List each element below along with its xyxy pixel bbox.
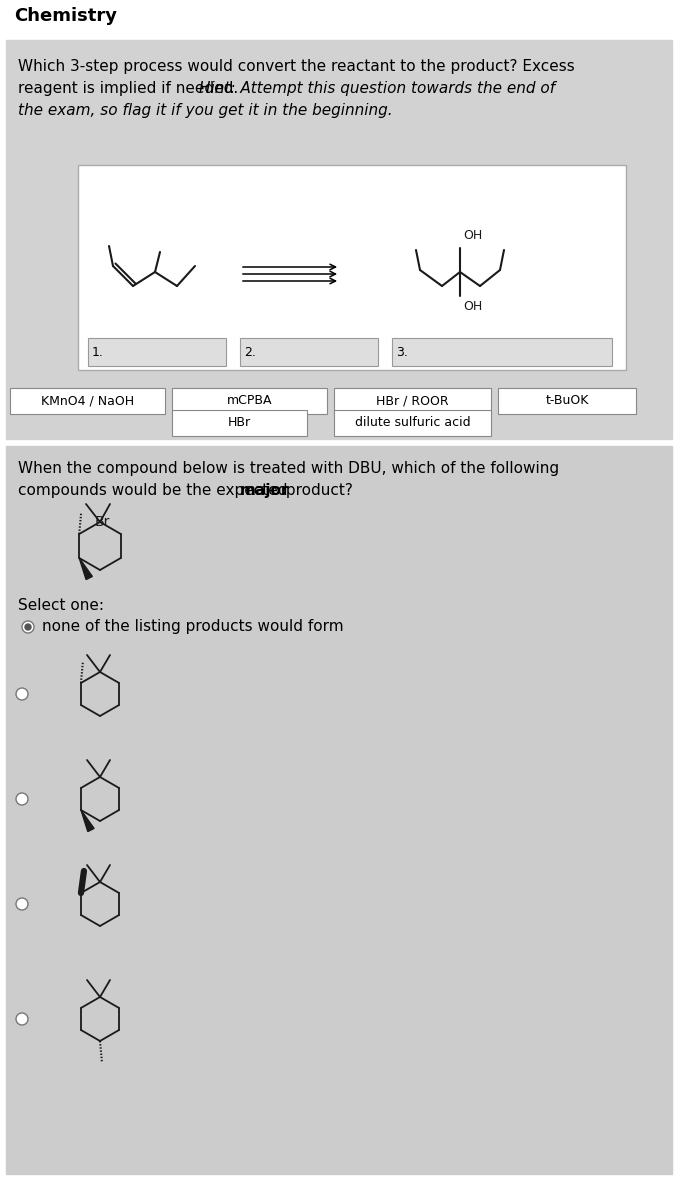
Text: Br: Br — [94, 515, 110, 529]
Circle shape — [25, 624, 31, 630]
Text: When the compound below is treated with DBU, which of the following: When the compound below is treated with … — [18, 461, 559, 476]
Polygon shape — [81, 810, 94, 831]
Text: none of the listing products would form: none of the listing products would form — [42, 619, 344, 635]
Circle shape — [16, 688, 28, 700]
Bar — [78, 165, 626, 369]
Text: HBr: HBr — [228, 417, 251, 430]
Bar — [334, 388, 491, 414]
Circle shape — [16, 897, 28, 910]
Bar — [498, 388, 636, 414]
Text: HBr / ROOR: HBr / ROOR — [376, 394, 449, 407]
Text: 1.: 1. — [92, 346, 104, 359]
Text: OH: OH — [463, 300, 482, 313]
Text: Select one:: Select one: — [18, 598, 104, 613]
Bar — [334, 410, 491, 436]
Text: 3.: 3. — [396, 346, 408, 359]
Text: the exam, so flag it if you get it in the beginning.: the exam, so flag it if you get it in th… — [18, 103, 393, 117]
Bar — [392, 337, 612, 366]
Circle shape — [16, 793, 28, 805]
Circle shape — [16, 1014, 28, 1025]
Bar — [172, 410, 307, 436]
Text: reagent is implied if needed.: reagent is implied if needed. — [18, 81, 243, 96]
Text: Chemistry: Chemistry — [14, 7, 117, 25]
Text: dilute sulfuric acid: dilute sulfuric acid — [355, 417, 471, 430]
Text: OH: OH — [463, 229, 482, 242]
Bar — [240, 337, 378, 366]
Text: mCPBA: mCPBA — [226, 394, 273, 407]
Text: t-BuOK: t-BuOK — [545, 394, 589, 407]
Circle shape — [22, 620, 34, 633]
Bar — [172, 388, 327, 414]
Text: KMnO4 / NaOH: KMnO4 / NaOH — [41, 394, 134, 407]
Text: product?: product? — [281, 483, 353, 497]
Text: Which 3-step process would convert the reactant to the product? Excess: Which 3-step process would convert the r… — [18, 58, 575, 73]
Text: compounds would be the expected: compounds would be the expected — [18, 483, 292, 497]
Bar — [0, 0, 678, 34]
Polygon shape — [79, 558, 92, 579]
Text: 2.: 2. — [244, 346, 256, 359]
Text: Hint: Attempt this question towards the end of: Hint: Attempt this question towards the … — [199, 81, 555, 96]
Bar — [6, 40, 672, 439]
Bar — [10, 388, 165, 414]
Text: major: major — [240, 483, 290, 497]
Bar — [88, 337, 226, 366]
Bar — [6, 446, 672, 1175]
